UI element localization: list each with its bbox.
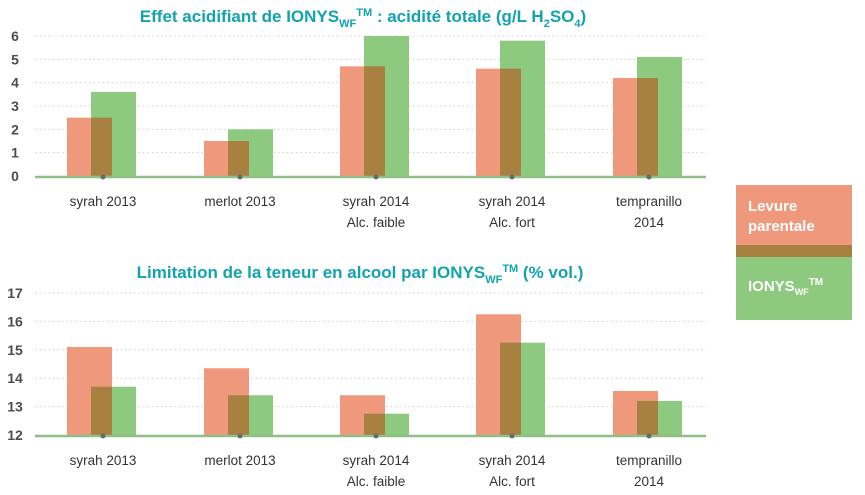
bar-overlap [500,68,521,176]
legend-overlap-swatch [736,245,852,257]
y-tick-label: 1 [11,145,19,161]
x-category-line: Alc. faible [347,474,406,489]
y-tick-label: 16 [7,313,23,329]
x-category-label: tempranillo 2014 [616,453,682,489]
chart-title-sub: WF [485,274,502,286]
chart-title-main: Effet acidifiant de IONYS [140,7,339,26]
chart-2: Limitation de la teneur en alcool par IO… [7,263,706,489]
legend-ionys-sup: TM [808,277,824,288]
y-tick-label: 14 [7,370,23,386]
y-tick-label: 13 [7,399,23,415]
x-category-line: syrah 2013 [70,194,137,209]
y-tick-label: 12 [7,427,23,443]
chart-title-rest: : acidité totale (g/L H [372,7,544,26]
y-tick-label: 4 [11,75,19,91]
x-category-label: merlot 2013 [204,453,275,468]
y-tick-label: 0 [11,168,19,184]
y-tick-label: 3 [11,98,19,114]
chart-title-end: ) [581,7,587,26]
legend-parental-line2: parentale [748,218,815,235]
x-category-line: 2014 [634,215,665,230]
x-category-label: syrah 2013 [70,453,137,468]
y-tick-label: 2 [11,121,19,137]
axis-tick-dot [237,174,243,180]
x-category-line: merlot 2013 [204,194,275,209]
axis-tick-dot [237,433,243,439]
x-category-line: merlot 2013 [204,453,275,468]
bar-overlap [364,66,385,176]
x-category-line: Alc. fort [489,215,535,230]
bar-overlap [500,342,521,435]
chart-title-rest: (% vol.) [518,263,583,282]
x-category-label: syrah 2013 [70,194,137,209]
axis-tick-dot [646,174,652,180]
chart-title: Effet acidifiant de IONYSWFTM : acidité … [140,7,586,30]
bar-overlap [637,400,658,435]
axis-tick-dot [100,174,106,180]
y-tick-label: 5 [11,51,19,67]
x-category-line: tempranillo [616,194,682,209]
x-category-line: 2014 [634,474,665,489]
bar-overlap [364,413,385,435]
chart-title-sub3: 4 [574,18,581,30]
x-category-label: syrah 2014 Alc. fort [479,194,546,230]
legend-ionys-sub: WF [794,287,809,297]
y-tick-label: 17 [7,285,23,301]
x-category-line: Alc. fort [489,474,535,489]
legend-ionys-label: IONYS [748,278,795,295]
chart-title-sup: TM [502,263,518,275]
y-tick-label: 15 [7,342,23,358]
chart-title-main: Limitation de la teneur en alcool par IO… [137,263,486,282]
legend-parental-line1: Levure [748,198,798,215]
chart-title: Limitation de la teneur en alcool par IO… [137,263,584,286]
axis-tick-dot [646,433,652,439]
bar-overlap [228,395,249,435]
chart-title-rest2: SO [550,7,575,26]
x-category-label: syrah 2014 Alc. faible [343,453,410,489]
bar-overlap [228,141,249,176]
chart-title-sub: WF [339,18,356,30]
bar-overlap [91,117,112,176]
x-category-line: syrah 2014 [479,453,546,468]
axis-tick-dot [373,174,379,180]
x-category-label: syrah 2014 Alc. faible [343,194,410,230]
bar-overlap [91,386,112,435]
axis-tick-dot [509,174,515,180]
chart-title-sub2: 2 [544,18,550,30]
axis-tick-dot [509,433,515,439]
x-category-line: syrah 2014 [343,194,410,209]
x-category-label: tempranillo 2014 [616,194,682,230]
x-category-line: syrah 2014 [343,453,410,468]
legend-parental: Levure parentale [736,185,852,245]
chart-title-sup: TM [356,7,372,19]
x-category-label: merlot 2013 [204,194,275,209]
x-category-label: syrah 2014 Alc. fort [479,453,546,489]
x-category-line: tempranillo [616,453,682,468]
x-category-line: syrah 2013 [70,453,137,468]
bar-overlap [637,78,658,176]
legend-ionys: IONYSWFTM [736,257,852,320]
chart-1: Effet acidifiant de IONYSWFTM : acidité … [11,7,706,230]
axis-tick-dot [100,433,106,439]
x-category-line: syrah 2014 [479,194,546,209]
y-tick-label: 6 [11,28,19,44]
x-category-line: Alc. faible [347,215,406,230]
axis-tick-dot [373,433,379,439]
